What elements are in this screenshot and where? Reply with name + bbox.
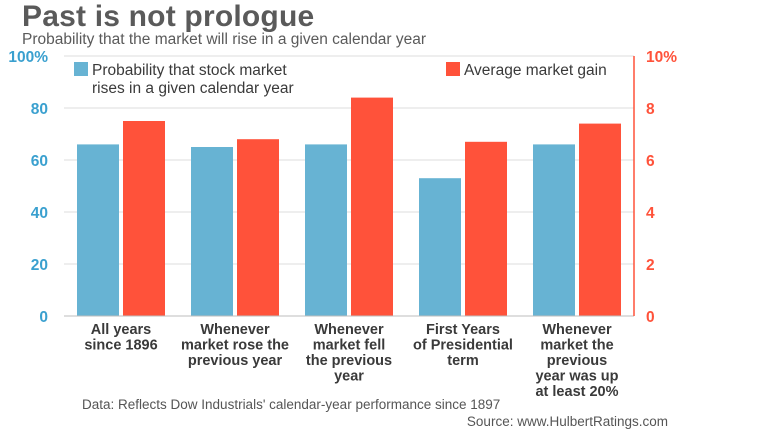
right-axis-tick-label: 4 [646, 205, 655, 222]
bar-average-gain [351, 97, 393, 316]
legend-label: Probability that stock market rises in a … [92, 62, 294, 97]
category-labels: All years since 1896 Whenever market rose t… [84, 322, 618, 400]
left-axis-tick-label: 0 [39, 309, 48, 326]
category-label: All years since 1896 [84, 322, 157, 354]
right-axis-tick-label: 10% [646, 49, 677, 66]
legend: Probability that stock market rises in a … [74, 62, 607, 97]
chart-title: Past is not prologue [22, 0, 315, 33]
right-axis-tick-label: 0 [646, 309, 655, 326]
bar-average-gain [579, 123, 621, 316]
bars [77, 97, 621, 316]
left-axis-tick-label: 80 [31, 101, 48, 118]
data-note: Data: Reflects Dow Industrials' calendar… [82, 397, 501, 412]
bar-average-gain [123, 121, 165, 316]
right-axis-tick-label: 2 [646, 257, 655, 274]
left-axis-tick-label: 20 [31, 257, 48, 274]
source-note: Source: www.HulbertRatings.com [466, 414, 668, 429]
bar-probability [419, 178, 461, 316]
left-axis-tick-label: 100% [8, 49, 48, 66]
right-axis-tick-label: 6 [646, 153, 655, 170]
bar-average-gain [237, 139, 279, 316]
category-label: Whenever market fell the previous year [306, 322, 392, 385]
legend-swatch [74, 62, 88, 76]
bar-average-gain [465, 141, 507, 316]
legend-label: Average market gain [464, 62, 607, 79]
category-label: Whenever market the previous year was up at … [535, 322, 618, 400]
left-axis-tick-label: 40 [31, 205, 48, 222]
bar-probability [191, 147, 233, 316]
bar-probability [77, 144, 119, 316]
category-label: First Years of Presidential term [413, 322, 513, 369]
axes: 0 0 20 2 40 4 60 6 80 8 100% 10% [8, 49, 677, 326]
right-axis-tick-label: 8 [646, 101, 655, 118]
bar-probability [305, 144, 347, 316]
left-axis-tick-label: 60 [31, 153, 48, 170]
legend-swatch [446, 62, 460, 76]
bar-probability [533, 144, 575, 316]
category-label: Whenever market rose the previous year [181, 322, 289, 369]
chart-subtitle: Probability that the market will rise in… [22, 31, 427, 48]
